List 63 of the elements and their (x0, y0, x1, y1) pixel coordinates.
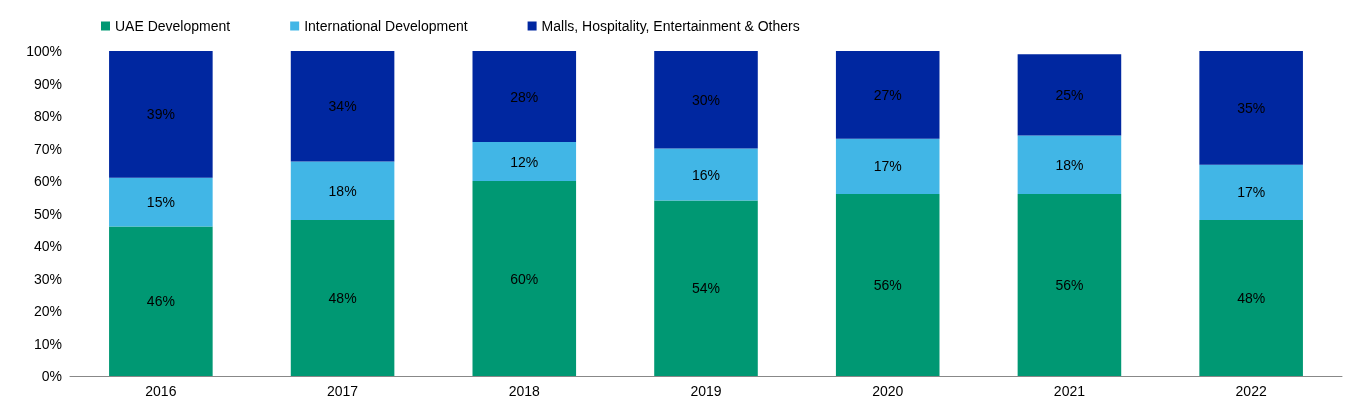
data-label: 56% (1055, 277, 1084, 293)
y-tick-label: 40% (33, 238, 62, 254)
bar (472, 51, 577, 142)
data-label: 15% (146, 194, 175, 211)
data-label: 56% (873, 277, 902, 293)
bar (1017, 135, 1122, 194)
data-label: 16% (691, 166, 721, 183)
y-tick-label: 70% (33, 140, 62, 157)
bar (654, 148, 758, 201)
bar (290, 161, 395, 220)
y-tick-label: 100% (26, 43, 62, 59)
bar (472, 142, 577, 181)
data-label: 25% (1055, 86, 1084, 103)
bar (835, 138, 940, 194)
data-label: 48% (328, 290, 357, 306)
data-label: 17% (873, 158, 902, 175)
data-label: 30% (691, 91, 721, 108)
bar (1199, 220, 1303, 376)
y-tick-label: 0% (41, 368, 62, 384)
bar (1017, 194, 1122, 376)
data-label: 54% (691, 280, 721, 297)
bar (109, 51, 213, 178)
data-label: 34% (328, 98, 357, 115)
x-tick-label: 2017 (326, 383, 359, 399)
x-tick-label: 2022 (1235, 383, 1267, 399)
y-tick-label: 10% (33, 335, 62, 352)
data-label: 28% (510, 88, 539, 105)
data-label: 17% (1237, 184, 1266, 201)
bar (290, 51, 395, 162)
x-tick-label: 2021 (1053, 383, 1086, 399)
bar (835, 51, 940, 139)
y-tick-label: 80% (33, 108, 62, 124)
x-tick-label: 2019 (690, 383, 722, 399)
data-label: 39% (146, 106, 175, 123)
bar (472, 181, 577, 376)
bar (835, 194, 940, 376)
bar (1199, 164, 1303, 220)
bar (654, 200, 758, 376)
data-label: 12% (510, 153, 539, 170)
bar (109, 177, 213, 227)
y-tick-label: 30% (33, 270, 62, 287)
data-label: 35% (1237, 99, 1266, 116)
data-label: 48% (1237, 290, 1266, 306)
data-label: 27% (873, 86, 902, 103)
x-tick-label: 2018 (508, 383, 541, 399)
legend-label: Malls, Hospitality, Entertainment & Others (541, 18, 800, 34)
data-label: 46% (146, 293, 175, 310)
data-label: 18% (328, 182, 357, 199)
legend-label: International Development (304, 18, 468, 34)
bar (1017, 54, 1122, 136)
y-tick-label: 90% (33, 75, 62, 92)
legend-label: UAE Development (115, 18, 231, 34)
y-tick-label: 20% (33, 303, 62, 319)
x-tick-label: 2016 (145, 383, 177, 399)
x-tick-label: 2020 (872, 383, 904, 399)
bar (109, 226, 213, 376)
bar (1199, 51, 1303, 165)
y-tick-label: 50% (33, 205, 62, 222)
data-label: 18% (1055, 156, 1084, 173)
bar (654, 51, 758, 149)
bar (290, 220, 395, 376)
data-label: 60% (510, 270, 539, 287)
y-tick-label: 60% (33, 173, 62, 189)
